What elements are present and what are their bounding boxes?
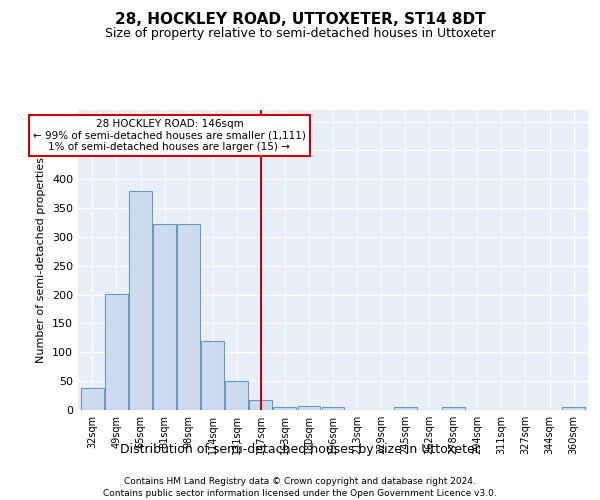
- Bar: [250, 400, 272, 410]
- Bar: [177, 224, 200, 410]
- Y-axis label: Number of semi-detached properties: Number of semi-detached properties: [37, 157, 46, 363]
- Bar: [105, 294, 128, 410]
- Bar: [274, 406, 296, 410]
- Bar: [153, 224, 176, 410]
- Bar: [226, 381, 248, 410]
- Bar: [201, 342, 224, 410]
- Bar: [394, 407, 416, 410]
- Bar: [129, 192, 152, 410]
- Bar: [562, 407, 585, 410]
- Text: Distribution of semi-detached houses by size in Uttoxeter: Distribution of semi-detached houses by …: [120, 442, 480, 456]
- Text: Contains public sector information licensed under the Open Government Licence v3: Contains public sector information licen…: [103, 489, 497, 498]
- Text: Size of property relative to semi-detached houses in Uttoxeter: Size of property relative to semi-detach…: [104, 28, 496, 40]
- Bar: [81, 388, 104, 410]
- Bar: [442, 407, 465, 410]
- Text: 28 HOCKLEY ROAD: 146sqm
← 99% of semi-detached houses are smaller (1,111)
1% of : 28 HOCKLEY ROAD: 146sqm ← 99% of semi-de…: [33, 119, 306, 152]
- Bar: [322, 406, 344, 410]
- Text: 28, HOCKLEY ROAD, UTTOXETER, ST14 8DT: 28, HOCKLEY ROAD, UTTOXETER, ST14 8DT: [115, 12, 485, 28]
- Text: Contains HM Land Registry data © Crown copyright and database right 2024.: Contains HM Land Registry data © Crown c…: [124, 478, 476, 486]
- Bar: [298, 406, 320, 410]
